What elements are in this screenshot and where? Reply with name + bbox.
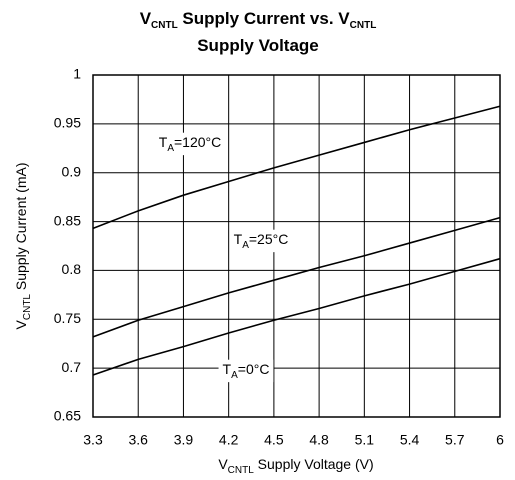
label-background — [154, 132, 226, 156]
series-line — [92, 105, 501, 230]
y-tick-label: 0.95 — [54, 115, 81, 131]
series-label-part: A — [231, 370, 238, 381]
x-axis-label-part: CNTL — [228, 465, 255, 476]
series-label: TA=25°C — [234, 231, 289, 251]
series-line — [92, 257, 501, 376]
chart-title-part: CNTL — [151, 20, 178, 31]
x-tick-label: 5.1 — [355, 432, 375, 448]
y-axis-label-part: CNTL — [22, 294, 33, 321]
chart-title-part: Supply Voltage — [197, 36, 319, 55]
series-label-part: A — [242, 240, 249, 251]
y-tick-label: 0.85 — [54, 212, 81, 228]
y-tick-label: 0.7 — [62, 359, 82, 375]
plot-frame — [92, 74, 501, 418]
series-label-part: T — [223, 361, 232, 377]
series-label: TA=120°C — [159, 134, 221, 154]
chart-title: VCNTL Supply Current vs. VCNTL — [140, 9, 377, 31]
x-tick-label: 4.5 — [264, 432, 284, 448]
label-background — [229, 229, 293, 253]
x-tick-label: 4.2 — [219, 432, 239, 448]
series-label-part: T — [234, 231, 243, 247]
series-label-part: =25°C — [249, 231, 288, 247]
x-tick-label: 6 — [496, 432, 504, 448]
x-tick-label: 3.9 — [174, 432, 194, 448]
y-tick-label: 1 — [73, 66, 81, 82]
x-axis-label-part: V — [218, 456, 228, 472]
y-axis-label-part: V — [13, 319, 29, 329]
x-axis-label: VCNTL Supply Voltage (V) — [218, 456, 373, 476]
x-tick-label: 4.8 — [309, 432, 329, 448]
chart-title: Supply Voltage — [197, 36, 319, 55]
chart-title-part: V — [140, 9, 152, 28]
x-axis-label-part: Supply Voltage (V) — [254, 456, 374, 472]
x-tick-label: 3.6 — [128, 432, 148, 448]
series-line — [92, 216, 501, 338]
x-tick-label: 3.3 — [83, 432, 103, 448]
y-axis-label: VCNTL Supply Current (mA) — [13, 163, 33, 330]
series-label-part: T — [159, 134, 168, 150]
chart-title-part: CNTL — [350, 20, 377, 31]
series-label: TA=0°C — [223, 361, 270, 381]
x-tick-label: 5.7 — [445, 432, 465, 448]
y-tick-label: 0.75 — [54, 310, 81, 326]
y-axis-label-part: Supply Current (mA) — [13, 163, 29, 294]
chart-title-part: Supply Current vs. V — [178, 9, 351, 28]
y-tick-label: 0.65 — [54, 408, 81, 424]
x-tick-label: 5.4 — [400, 432, 420, 448]
label-background — [218, 359, 274, 383]
y-tick-label: 0.8 — [62, 261, 82, 277]
series-label-part: =0°C — [238, 361, 270, 377]
y-tick-label: 0.9 — [62, 163, 82, 179]
series-label-part: =120°C — [174, 134, 221, 150]
series-label-part: A — [167, 143, 174, 154]
